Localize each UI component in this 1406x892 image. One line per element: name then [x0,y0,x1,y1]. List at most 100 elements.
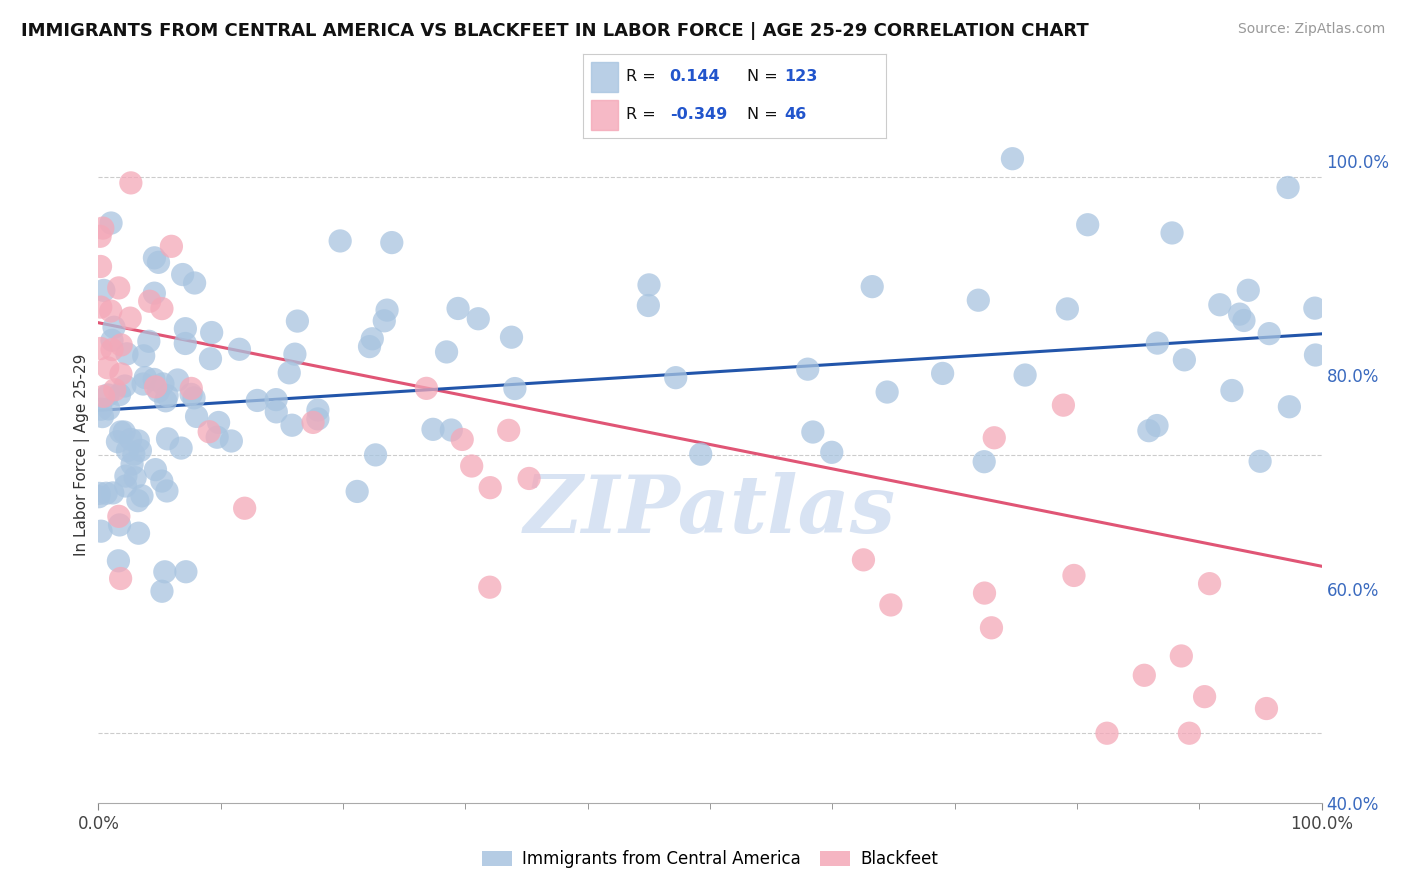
Point [447,301,470,316]
Point [93,389,115,403]
Point [207,416,229,430]
Point [108,517,131,532]
Point [1063,568,1085,582]
Point [101,334,124,348]
Point [129,443,152,458]
Point [152,376,174,391]
Point [90,300,112,314]
Point [90,342,112,356]
Point [1133,668,1156,682]
Point [89,260,111,274]
Point [467,311,489,326]
Point [1014,368,1036,382]
Point [415,381,437,395]
Point [115,469,138,483]
Point [143,286,166,301]
Point [501,330,523,344]
Point [180,387,202,401]
Point [200,351,222,366]
Point [166,373,188,387]
Point [172,268,194,282]
Point [132,349,155,363]
Point [983,431,1005,445]
Point [156,432,179,446]
Point [97,360,120,375]
Text: IMMIGRANTS FROM CENTRAL AMERICA VS BLACKFEET IN LABOR FORCE | AGE 25-29 CORRELAT: IMMIGRANTS FROM CENTRAL AMERICA VS BLACK… [21,22,1088,40]
Point [1170,648,1192,663]
Point [436,345,458,359]
Point [89,229,111,244]
Point [302,416,325,430]
Point [160,239,183,253]
Point [127,493,149,508]
Point [1249,454,1271,468]
Point [127,434,149,448]
Point [440,423,463,437]
Point [138,294,160,309]
Point [796,362,818,376]
Point [346,484,368,499]
Point [967,293,990,308]
Point [373,314,395,328]
Point [1303,301,1326,315]
Point [198,425,221,439]
Point [1001,152,1024,166]
Point [104,383,127,397]
Point [287,314,309,328]
Point [183,391,205,405]
Point [148,255,170,269]
Point [498,423,520,437]
Point [131,489,153,503]
Point [174,565,197,579]
Point [638,277,661,292]
Point [117,443,139,458]
Text: ZIPatlas: ZIPatlas [524,472,896,549]
Point [120,433,142,447]
Point [91,221,114,235]
Point [93,284,115,298]
Point [329,234,352,248]
Point [1278,400,1301,414]
Point [90,402,112,417]
Point [186,409,208,424]
Point [689,447,711,461]
Point [143,372,166,386]
Point [114,479,136,493]
Point [100,216,122,230]
Point [359,340,381,354]
Point [517,471,540,485]
Point [1161,226,1184,240]
Point [110,425,132,439]
Point [1229,307,1251,321]
Text: -0.349: -0.349 [669,107,727,122]
Point [108,509,131,524]
Point [1173,352,1195,367]
Point [1077,218,1099,232]
Point [132,377,155,392]
Point [278,366,301,380]
Point [100,304,122,318]
Legend: Immigrants from Central America, Blackfeet: Immigrants from Central America, Blackfe… [475,843,945,874]
Point [180,381,202,395]
Point [801,425,824,439]
Point [115,347,138,361]
Point [91,409,114,424]
Point [174,321,197,335]
Point [980,621,1002,635]
Point [148,384,170,399]
Point [110,367,132,381]
Point [451,433,474,447]
Point [233,501,256,516]
Point [478,580,501,594]
Point [96,486,118,500]
Point [1258,326,1281,341]
Point [150,584,173,599]
Text: Source: ZipAtlas.com: Source: ZipAtlas.com [1237,22,1385,37]
Point [1137,424,1160,438]
Text: 0.144: 0.144 [669,70,720,85]
Point [128,526,150,541]
Point [183,276,205,290]
Point [1277,180,1299,194]
Text: 123: 123 [785,70,818,85]
Point [821,445,844,459]
